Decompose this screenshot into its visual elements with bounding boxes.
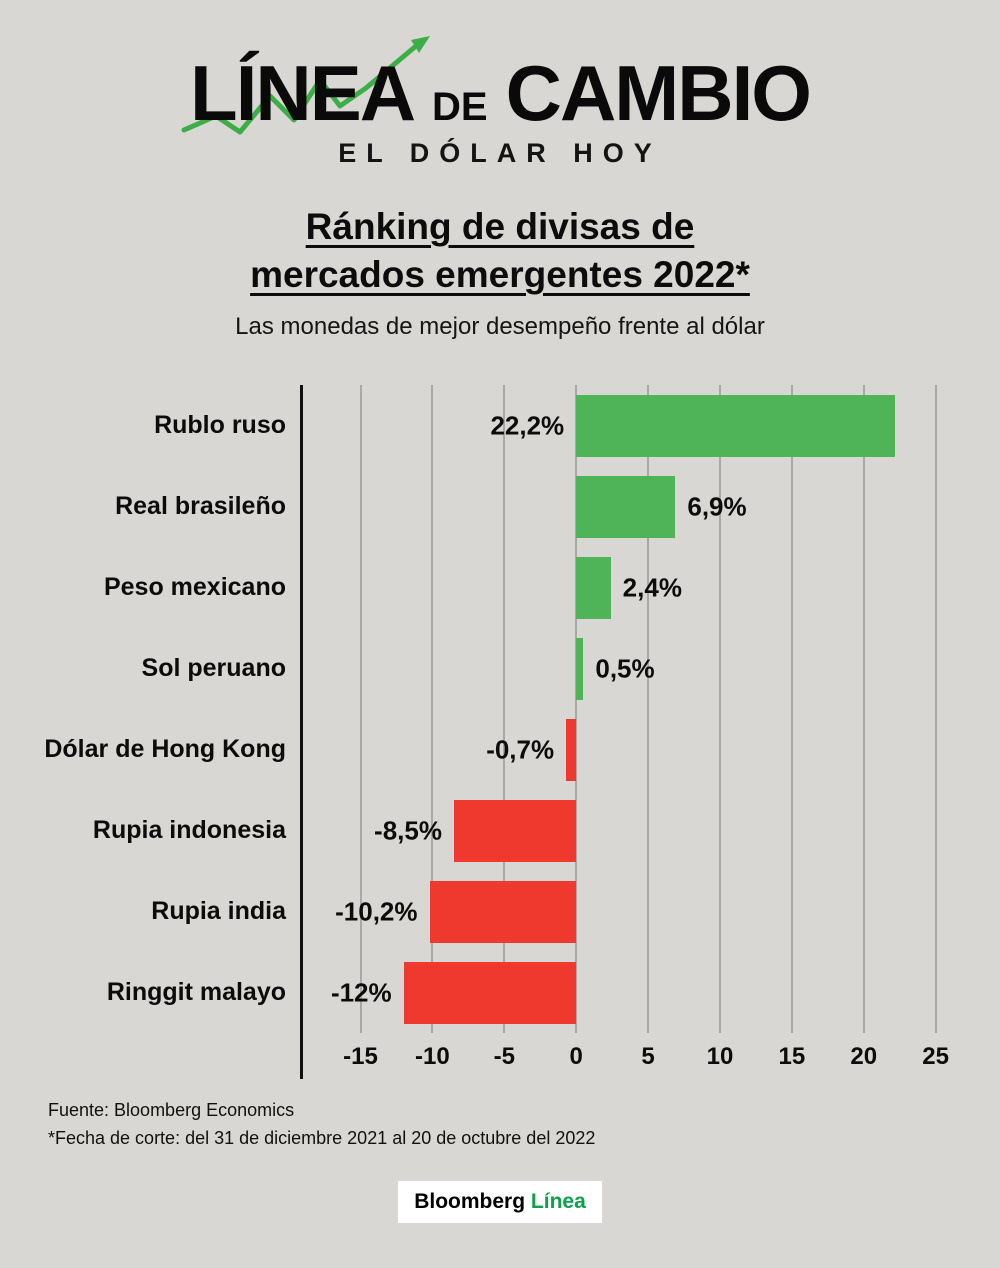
bar-dolar-de-hong-kong xyxy=(566,718,577,781)
x-tick-label: 25 xyxy=(922,1043,949,1071)
gridline xyxy=(575,385,578,1034)
bar-sol-peruano xyxy=(576,637,584,700)
category-label: Real brasileño xyxy=(115,492,286,521)
gridline xyxy=(862,385,865,1034)
currency-bar-chart: Rublo ruso Real brasileño Peso mexicano Sol… xyxy=(0,385,950,1080)
x-tick-label: -5 xyxy=(493,1043,515,1071)
category-label: Rupia india xyxy=(151,897,286,926)
category-labels-column: Rublo ruso Real brasileño Peso mexicano Sol… xyxy=(0,385,300,1079)
category-label: Dólar de Hong Kong xyxy=(44,735,286,764)
source-note: Fuente: Bloomberg Economics xyxy=(48,1100,295,1121)
gridline xyxy=(431,385,434,1034)
value-label: -10,2% xyxy=(335,896,418,927)
logo-text-de: DE xyxy=(432,85,488,129)
bars-layer: 22,2% 6,9% 2,4% 0,5% -0,7% -8,5% -10,2% -12% xyxy=(303,385,950,1034)
value-label: -0,7% xyxy=(486,734,555,765)
x-tick-label: 20 xyxy=(850,1043,878,1071)
x-tick-label: -15 xyxy=(343,1043,378,1071)
x-tick-label: 0 xyxy=(569,1043,583,1071)
badge-linea-text: Línea xyxy=(530,1189,586,1213)
chart-subtitle: Las monedas de mejor desempeño frente al… xyxy=(235,313,765,341)
bar-real-brasileno xyxy=(576,475,676,538)
badge-area: Bloomberg Línea xyxy=(0,1180,1000,1223)
gridline xyxy=(718,385,721,1034)
bar-ringgit-malayo xyxy=(403,961,577,1024)
value-label: 22,2% xyxy=(490,410,565,441)
gridline xyxy=(647,385,650,1034)
chart-title-line1: Ránking de divisas de xyxy=(305,206,695,247)
x-tick-label: 10 xyxy=(706,1043,734,1071)
chart-title-line2: mercados emergentes 2022* xyxy=(250,254,750,296)
value-label: 0,5% xyxy=(595,653,655,684)
category-label: Peso mexicano xyxy=(103,573,286,602)
value-label: 2,4% xyxy=(622,572,682,603)
logo-word-linea: LÍNEA xyxy=(181,36,431,135)
plot-area: 22,2% 6,9% 2,4% 0,5% -0,7% -8,5% -10,2% -12% -1… xyxy=(300,385,950,1080)
x-tick-label: -10 xyxy=(415,1043,450,1071)
bar-rupia-indonesia xyxy=(453,799,577,862)
category-label: Sol peruano xyxy=(141,654,286,683)
footer-notes: Fuente: Bloomberg Economics *Fecha de co… xyxy=(48,1097,1000,1153)
x-tick-label: 5 xyxy=(641,1043,655,1071)
x-axis-ticks: -15 -10 -5 0 5 10 15 20 25 xyxy=(303,1033,950,1079)
bloomberg-linea-logo: Bloomberg Línea xyxy=(398,1180,602,1223)
category-label: Ringgit malayo xyxy=(106,978,286,1007)
value-label: 6,9% xyxy=(687,491,747,522)
x-tick-label: 15 xyxy=(778,1043,806,1071)
gridline xyxy=(934,385,937,1034)
chart-title: Ránking de divisas de mercados emergente… xyxy=(0,203,1000,299)
value-label: -8,5% xyxy=(374,815,442,846)
date-range-note: *Fecha de corte: del 31 de diciembre 202… xyxy=(48,1128,596,1149)
bar-rupia-india xyxy=(429,880,577,943)
gridline xyxy=(359,385,362,1034)
logo-wordmark: LÍNEA DE CAMBIO xyxy=(0,36,1000,137)
bar-rublo-ruso xyxy=(576,394,896,457)
category-label: Rublo ruso xyxy=(154,411,286,440)
logo-text-linea: LÍNEA xyxy=(190,49,416,137)
linea-de-cambio-logo: LÍNEA DE CAMBIO EL DÓLAR HOY xyxy=(0,0,1000,169)
gridline xyxy=(790,385,793,1034)
logo-tagline: EL DÓLAR HOY xyxy=(338,138,662,168)
badge-bloomberg-text: Bloomberg xyxy=(414,1189,526,1213)
value-label: -12% xyxy=(330,977,392,1008)
gridline xyxy=(503,385,506,1034)
bar-peso-mexicano xyxy=(576,556,611,619)
category-label: Rupia indonesia xyxy=(92,816,286,845)
logo-text-cambio: CAMBIO xyxy=(505,49,812,137)
